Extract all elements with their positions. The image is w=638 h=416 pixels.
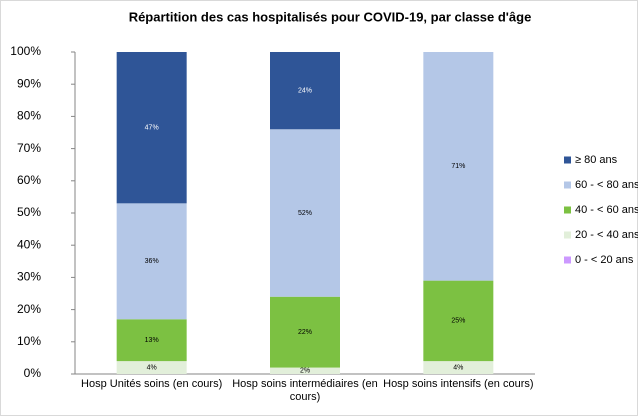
data-label: 71% bbox=[451, 163, 465, 170]
legend-label: ≥ 80 ans bbox=[575, 154, 618, 166]
y-tick-label: 60% bbox=[17, 173, 41, 187]
bar-segment bbox=[270, 296, 340, 368]
data-label: 52% bbox=[298, 210, 312, 217]
x-tick-label: Hosp Unités soins (en cours) bbox=[81, 378, 223, 390]
y-tick-label: 80% bbox=[17, 109, 41, 123]
data-label: 13% bbox=[145, 337, 159, 344]
data-label: 4% bbox=[453, 364, 463, 371]
y-tick-label: 50% bbox=[17, 205, 41, 219]
legend-swatch bbox=[564, 156, 571, 164]
y-tick-label: 0% bbox=[24, 366, 42, 380]
data-label: 4% bbox=[147, 364, 157, 371]
data-label: 25% bbox=[451, 318, 465, 325]
bar-segment bbox=[270, 52, 340, 130]
legend-swatch bbox=[564, 256, 571, 264]
bar-segment bbox=[423, 361, 494, 374]
y-tick-label: 30% bbox=[17, 270, 41, 284]
bar-segment bbox=[116, 203, 187, 320]
x-tick-label: Hosp soins intensifs (en cours) bbox=[383, 378, 534, 390]
legend-label: 40 - < 60 ans bbox=[575, 204, 638, 216]
y-tick-label: 100% bbox=[10, 44, 41, 58]
data-label: 2% bbox=[300, 368, 310, 375]
legend-label: 20 - < 40 ans bbox=[575, 229, 638, 241]
chart-title: Répartition des cas hospitalisés pour CO… bbox=[129, 9, 532, 24]
y-tick-label: 10% bbox=[17, 334, 41, 348]
data-label: 22% bbox=[298, 329, 312, 336]
data-label: 24% bbox=[298, 87, 312, 94]
y-tick-label: 90% bbox=[17, 76, 41, 90]
bar-segment bbox=[116, 319, 187, 362]
bar-segment bbox=[116, 52, 187, 204]
bar-segment bbox=[270, 367, 340, 374]
bar-segment bbox=[116, 361, 187, 374]
y-tick-label: 70% bbox=[17, 141, 41, 155]
bar-segment bbox=[270, 129, 340, 297]
x-tick-label: Hosp soins intermédiaires (en cours) bbox=[232, 378, 378, 403]
y-tick-label: 20% bbox=[17, 302, 41, 316]
legend-label: 60 - < 80 ans bbox=[575, 179, 638, 191]
legend-swatch bbox=[564, 206, 571, 214]
y-tick-label: 40% bbox=[17, 237, 41, 251]
bar-segment bbox=[423, 280, 494, 362]
data-label: 47% bbox=[145, 125, 159, 132]
data-label: 36% bbox=[145, 258, 159, 265]
legend-label: 0 - < 20 ans bbox=[575, 254, 634, 266]
legend-swatch bbox=[564, 181, 571, 189]
bar-segment bbox=[423, 52, 494, 281]
legend-swatch bbox=[564, 231, 571, 239]
